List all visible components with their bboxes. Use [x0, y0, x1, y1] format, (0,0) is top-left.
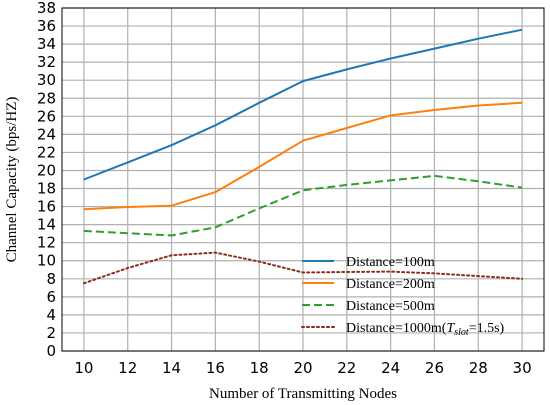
y-tick-label: 26 [37, 107, 56, 125]
y-tick-label: 10 [37, 252, 56, 270]
x-tick-label: 12 [118, 359, 137, 377]
y-tick-label: 20 [37, 161, 56, 179]
y-tick-label: 2 [46, 324, 56, 342]
legend: Distance=100m Distance=200m Distance=500m D… [301, 255, 505, 338]
y-tick-label: 16 [37, 198, 56, 216]
y-tick-label: 34 [37, 35, 56, 53]
x-tick-label: 30 [513, 359, 532, 377]
y-tick-label: 28 [37, 89, 56, 107]
x-tick-label: 16 [206, 359, 225, 377]
y-tick-label: 36 [37, 17, 56, 35]
y-tick-label: 0 [46, 342, 56, 360]
y-tick-label: 30 [37, 71, 56, 89]
y-tick-label: 24 [37, 125, 56, 143]
y-tick-label: 6 [46, 288, 56, 306]
x-tick-label: 18 [250, 359, 269, 377]
series-line-2 [83, 174, 523, 237]
y-tick-label: 18 [37, 180, 56, 198]
y-tick-label: 4 [46, 306, 56, 324]
y-tick-label: 22 [37, 143, 56, 161]
x-tick-label: 28 [469, 359, 488, 377]
x-tick-label: 10 [74, 359, 93, 377]
series-line-3 [82, 251, 524, 285]
series-line-1 [83, 101, 523, 211]
x-tick-label: 22 [337, 359, 356, 377]
y-axis-label: Channel Capacity (bps/HZ) [4, 97, 20, 263]
y-tick-label: 8 [46, 270, 56, 288]
y-tick-label: 14 [37, 216, 56, 234]
x-tick-label: 20 [293, 359, 312, 377]
legend-label-2: Distance=500m [346, 299, 435, 314]
x-tick-label: 26 [425, 359, 444, 377]
y-tick-label: 12 [37, 234, 56, 252]
x-tick-label: 24 [381, 359, 400, 377]
x-axis-label: Number of Transmitting Nodes [209, 386, 397, 402]
legend-label-0: Distance=100m [346, 255, 435, 270]
y-tick-label: 32 [37, 53, 56, 71]
series-layer [82, 28, 524, 285]
x-tick-label: 14 [162, 359, 181, 377]
legend-label-3: Distance=1000m(Tslot=1.5s) [346, 321, 505, 338]
plot-frame [61, 7, 545, 352]
x-tick-labels: 10 12 14 16 18 20 22 24 26 28 30 [74, 359, 531, 377]
series-line-0 [83, 28, 523, 181]
legend-label-1: Distance=200m [346, 277, 435, 292]
y-tick-label: 38 [37, 0, 56, 17]
